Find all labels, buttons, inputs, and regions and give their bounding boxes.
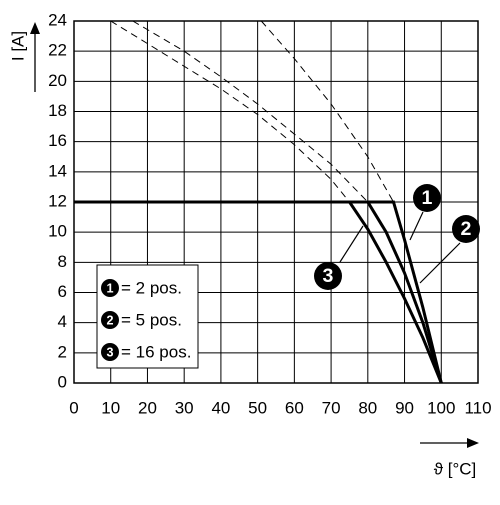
y-tick-label: 0: [58, 372, 67, 391]
y-tick-label: 10: [48, 222, 67, 241]
y-tick-label: 6: [58, 282, 67, 301]
y-tick-label: 22: [48, 41, 67, 60]
dashed-curve: [110, 20, 350, 203]
x-arrow-head: [467, 438, 479, 448]
y-arrow-head: [30, 22, 40, 34]
dashed-curve: [132, 20, 369, 203]
y-tick-label: 16: [48, 131, 67, 150]
y-tick-label: 20: [48, 71, 67, 90]
marker-circle: [452, 215, 480, 243]
marker-circle: [413, 184, 441, 212]
marker-label: 3: [106, 345, 113, 359]
legend-label: = 5 pos.: [121, 310, 182, 329]
x-tick-label: 80: [358, 398, 377, 417]
x-tick-label: 50: [248, 398, 267, 417]
marker-label: 1: [106, 281, 113, 295]
x-tick-label: 40: [211, 398, 230, 417]
y-tick-label: 2: [58, 342, 67, 361]
marker-label: 2: [461, 218, 472, 240]
legend-label: = 2 pos.: [121, 278, 182, 297]
x-tick-label: 10: [101, 398, 120, 417]
x-tick-label: 60: [285, 398, 304, 417]
dashed-curve: [260, 20, 394, 203]
y-tick-label: 18: [48, 101, 67, 120]
marker-circle: [101, 311, 119, 329]
marker-circle: [314, 262, 342, 290]
marker-label: 3: [323, 265, 334, 287]
marker-label: 1: [422, 187, 433, 209]
marker-circle: [101, 279, 119, 297]
derating-curve: [74, 200, 443, 384]
legend-label: = 16 pos.: [121, 342, 191, 361]
y-axis-label: I [A]: [8, 31, 27, 61]
marker-circle: [101, 343, 119, 361]
x-tick-label: 70: [322, 398, 341, 417]
x-tick-label: 0: [69, 398, 78, 417]
y-tick-label: 24: [48, 10, 67, 29]
y-tick-label: 14: [48, 161, 67, 180]
x-tick-label: 100: [427, 398, 455, 417]
marker-label: 2: [106, 313, 113, 327]
y-tick-label: 4: [58, 312, 67, 331]
y-tick-label: 12: [48, 191, 67, 210]
x-tick-label: 110: [464, 398, 491, 417]
x-tick-label: 20: [138, 398, 157, 417]
x-axis-label: ϑ [°C]: [434, 459, 477, 478]
y-tick-label: 8: [58, 252, 67, 271]
x-tick-label: 30: [175, 398, 194, 417]
x-tick-label: 90: [395, 398, 414, 417]
